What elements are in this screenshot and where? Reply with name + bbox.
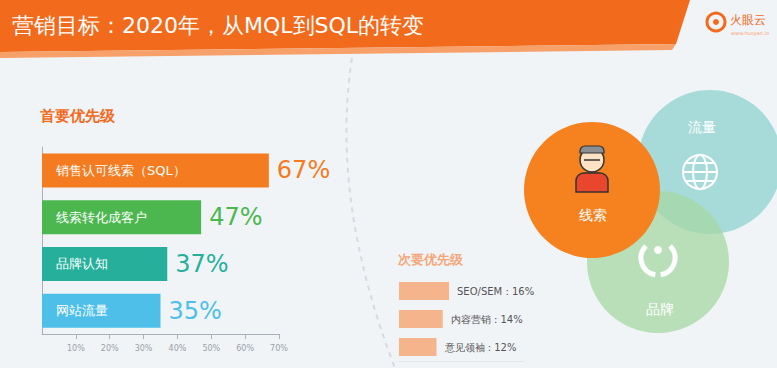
- svg-text:线索: 线索: [579, 207, 607, 223]
- svg-text:20%: 20%: [101, 344, 119, 353]
- svg-text:首要优先级: 首要优先级: [39, 107, 116, 125]
- svg-text:品牌认知: 品牌认知: [56, 256, 108, 271]
- svg-text:10%: 10%: [67, 344, 85, 353]
- svg-text:37%: 37%: [175, 250, 228, 278]
- svg-text:30%: 30%: [135, 344, 153, 353]
- svg-text:www.huoyan.io: www.huoyan.io: [731, 30, 769, 37]
- svg-text:线索转化成客户: 线索转化成客户: [56, 210, 147, 225]
- svg-text:70%: 70%: [270, 344, 288, 353]
- svg-text:47%: 47%: [209, 203, 262, 231]
- svg-text:次要优先级: 次要优先级: [398, 252, 464, 267]
- svg-text:SEO/SEM : 16%: SEO/SEM : 16%: [457, 286, 534, 297]
- svg-text:意见领袖 : 12%: 意见领袖 : 12%: [444, 342, 517, 353]
- svg-text:销售认可线索（SQL）: 销售认可线索（SQL）: [55, 163, 186, 178]
- svg-text:50%: 50%: [202, 344, 220, 353]
- svg-text:内容营销 : 14%: 内容营销 : 14%: [451, 314, 523, 325]
- svg-text:40%: 40%: [169, 344, 187, 353]
- svg-text:营销目标：2020年，从MQL到SQL的转变: 营销目标：2020年，从MQL到SQL的转变: [12, 13, 424, 38]
- svg-text:60%: 60%: [236, 344, 254, 353]
- svg-text:火眼云: 火眼云: [730, 13, 766, 27]
- svg-text:品牌: 品牌: [646, 301, 674, 317]
- svg-text:流量: 流量: [688, 119, 716, 135]
- svg-text:67%: 67%: [277, 156, 330, 184]
- svg-text:网站流量: 网站流量: [56, 303, 108, 318]
- svg-text:35%: 35%: [169, 297, 222, 325]
